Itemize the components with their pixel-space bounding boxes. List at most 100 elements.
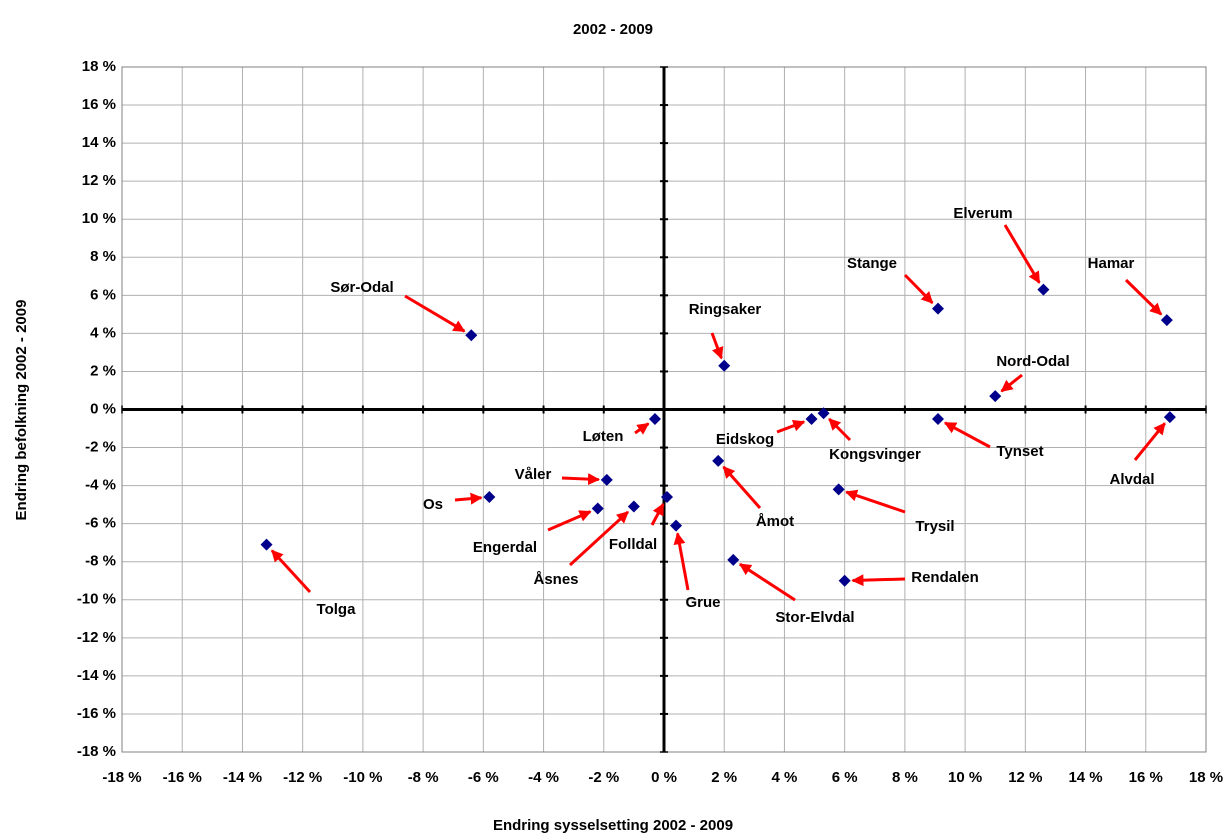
annotation-arrow xyxy=(738,562,796,602)
x-tick-label: 14 % xyxy=(1068,769,1102,786)
point-label: Grue xyxy=(685,594,720,611)
point-label: Engerdal xyxy=(473,539,537,556)
point xyxy=(1037,283,1050,296)
point xyxy=(727,553,740,566)
y-tick-label: -2 % xyxy=(85,439,116,456)
point xyxy=(832,483,845,496)
y-tick-label: 14 % xyxy=(82,134,116,151)
y-tick-label: 10 % xyxy=(82,210,116,227)
y-tick-label: 0 % xyxy=(90,400,116,417)
point-label: Tolga xyxy=(317,601,357,618)
annotation-arrow xyxy=(776,420,806,434)
point xyxy=(465,329,478,342)
x-tick-label: 6 % xyxy=(832,769,858,786)
y-tick-label: -16 % xyxy=(77,705,116,722)
x-tick-label: -12 % xyxy=(283,769,322,786)
x-tick-label: 4 % xyxy=(772,769,798,786)
point-label: Ringsaker xyxy=(689,301,762,318)
point-label: Hamar xyxy=(1088,255,1135,272)
point-label: Trysil xyxy=(915,518,954,535)
annotation-arrow xyxy=(722,465,762,509)
x-tick-label: 10 % xyxy=(948,769,982,786)
x-tick-label: 12 % xyxy=(1008,769,1042,786)
y-tick-label: 16 % xyxy=(82,96,116,113)
annotation-arrow xyxy=(1133,422,1166,461)
point-label: Stor-Elvdal xyxy=(775,609,854,626)
annotation-arrow xyxy=(828,417,852,442)
y-tick-label: 18 % xyxy=(82,58,116,75)
point-label: Folldal xyxy=(609,536,657,553)
point-label: Eidskog xyxy=(716,431,774,448)
y-tick-label: 8 % xyxy=(90,248,116,265)
point xyxy=(483,491,496,504)
point xyxy=(1163,411,1176,424)
y-tick-label: -14 % xyxy=(77,667,116,684)
point-label: Åmot xyxy=(756,513,794,530)
y-tick-label: 6 % xyxy=(90,286,116,303)
point xyxy=(670,519,683,532)
x-tick-label: -16 % xyxy=(163,769,202,786)
y-tick-label: 4 % xyxy=(90,324,116,341)
point xyxy=(932,413,945,426)
annotation-arrow xyxy=(1003,224,1041,284)
point xyxy=(932,302,945,315)
point-label: Åsnes xyxy=(533,571,578,588)
x-tick-label: 0 % xyxy=(651,769,677,786)
annotation-arrow xyxy=(851,574,906,587)
point xyxy=(648,413,661,426)
x-tick-label: 18 % xyxy=(1189,769,1223,786)
annotation-arrow xyxy=(650,503,665,526)
x-tick-label: -10 % xyxy=(343,769,382,786)
x-axis-title: Endring sysselsetting 2002 - 2009 xyxy=(493,817,733,834)
y-axis-title: Endring befolkning 2002 - 2009 xyxy=(13,300,30,521)
point xyxy=(627,500,640,513)
point-label: Os xyxy=(423,496,443,513)
point xyxy=(1160,314,1173,327)
y-tick-label: 2 % xyxy=(90,362,116,379)
point-label: Kongsvinger xyxy=(829,446,921,463)
point-label: Stange xyxy=(847,255,897,272)
annotation-arrow xyxy=(454,492,483,505)
point-label: Elverum xyxy=(953,205,1012,222)
x-tick-label: -2 % xyxy=(588,769,619,786)
y-tick-label: -18 % xyxy=(77,743,116,760)
x-tick-label: 16 % xyxy=(1129,769,1163,786)
annotation-arrow xyxy=(903,273,934,304)
point xyxy=(805,413,818,426)
point xyxy=(718,359,731,372)
x-tick-label: 8 % xyxy=(892,769,918,786)
annotation-arrow xyxy=(1124,278,1163,316)
y-tick-label: 12 % xyxy=(82,172,116,189)
point-label: Tynset xyxy=(996,443,1043,460)
x-tick-label: -14 % xyxy=(223,769,262,786)
chart-title: 2002 - 2009 xyxy=(573,21,653,38)
annotation-arrow xyxy=(404,294,466,333)
annotation-arrow xyxy=(547,510,592,532)
point-label: Våler xyxy=(515,466,552,483)
point-label: Nord-Odal xyxy=(996,353,1069,370)
x-tick-label: -6 % xyxy=(468,769,499,786)
point xyxy=(600,473,613,486)
x-tick-label: -8 % xyxy=(408,769,439,786)
annotation-arrow xyxy=(943,421,991,449)
annotation-arrow xyxy=(634,422,650,435)
annotation-arrow xyxy=(673,532,690,591)
annotation-arrow xyxy=(270,549,312,594)
y-tick-label: -10 % xyxy=(77,591,116,608)
point xyxy=(989,390,1002,403)
point-label: Alvdal xyxy=(1109,471,1154,488)
point xyxy=(591,502,604,515)
annotation-arrow xyxy=(845,489,906,514)
x-tick-label: -4 % xyxy=(528,769,559,786)
annotation-arrow xyxy=(710,332,724,360)
point xyxy=(661,491,674,504)
point xyxy=(712,454,725,467)
point xyxy=(260,538,273,551)
annotation-arrow xyxy=(1000,373,1023,393)
point xyxy=(817,407,830,420)
y-tick-label: -8 % xyxy=(85,553,116,570)
x-tick-label: -18 % xyxy=(102,769,141,786)
y-tick-label: -12 % xyxy=(77,629,116,646)
